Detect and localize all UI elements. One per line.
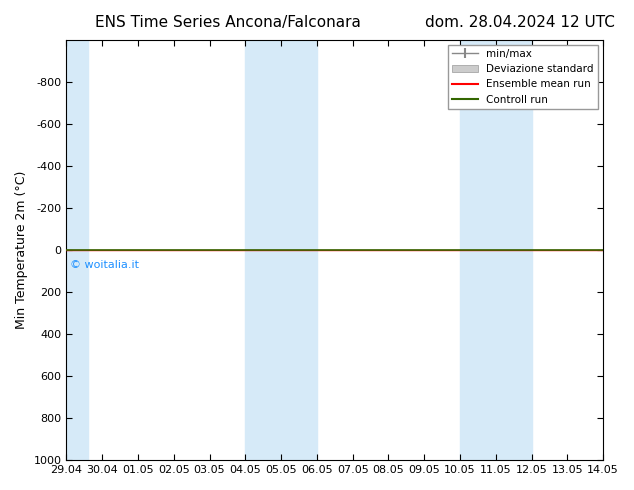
Bar — [67, 40, 88, 460]
Bar — [460, 40, 531, 460]
Legend: min/max, Deviazione standard, Ensemble mean run, Controll run: min/max, Deviazione standard, Ensemble m… — [448, 45, 598, 109]
Text: dom. 28.04.2024 12 UTC: dom. 28.04.2024 12 UTC — [425, 15, 614, 30]
Text: © woitalia.it: © woitalia.it — [70, 260, 139, 270]
Bar — [245, 40, 317, 460]
Text: ENS Time Series Ancona/Falconara: ENS Time Series Ancona/Falconara — [95, 15, 361, 30]
Y-axis label: Min Temperature 2m (°C): Min Temperature 2m (°C) — [15, 171, 28, 329]
